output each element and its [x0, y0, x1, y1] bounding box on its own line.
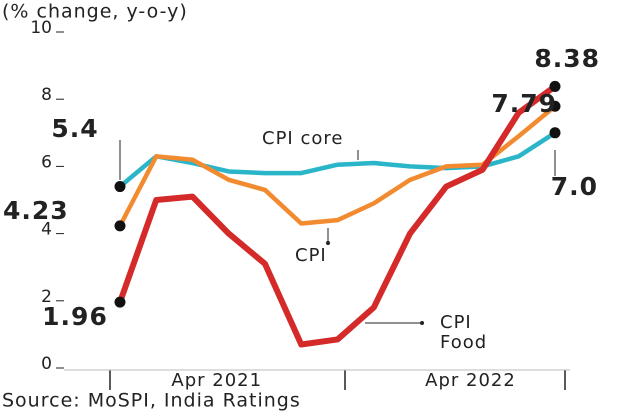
end-marker: [114, 220, 126, 232]
series-line: [117, 84, 557, 348]
y-tick-label: 0: [41, 354, 52, 374]
source: Source: MoSPI, India Ratings: [2, 390, 301, 412]
end-marker: [549, 80, 561, 92]
series-annotation: CPI: [295, 245, 327, 266]
y-tick-label: 10: [30, 18, 52, 38]
end-marker: [549, 100, 561, 112]
y-tick-label: 4: [41, 220, 52, 240]
value-label: 7.79: [491, 89, 557, 118]
series-annotation: CPI Food: [440, 312, 487, 353]
leader-dot: [326, 241, 330, 245]
value-label: 5.4: [51, 114, 98, 143]
end-marker: [549, 127, 561, 139]
x-tick-label: Apr 2021: [171, 370, 262, 391]
value-label: 4.23: [3, 196, 69, 225]
series-annotation: CPI core: [262, 128, 343, 149]
end-marker: [114, 181, 126, 193]
y-tick-label: 2: [41, 287, 52, 307]
chart-title: (% change, y-o-y): [2, 1, 188, 23]
value-label: 7.0: [551, 172, 598, 201]
y-tick-label: 8: [41, 85, 52, 105]
value-label: 8.38: [534, 44, 600, 73]
end-marker: [114, 296, 126, 308]
x-tick-label: Apr 2022: [425, 370, 516, 391]
leader-dot: [420, 321, 424, 325]
value-label: 1.96: [42, 302, 108, 331]
y-tick-label: 6: [41, 152, 52, 172]
